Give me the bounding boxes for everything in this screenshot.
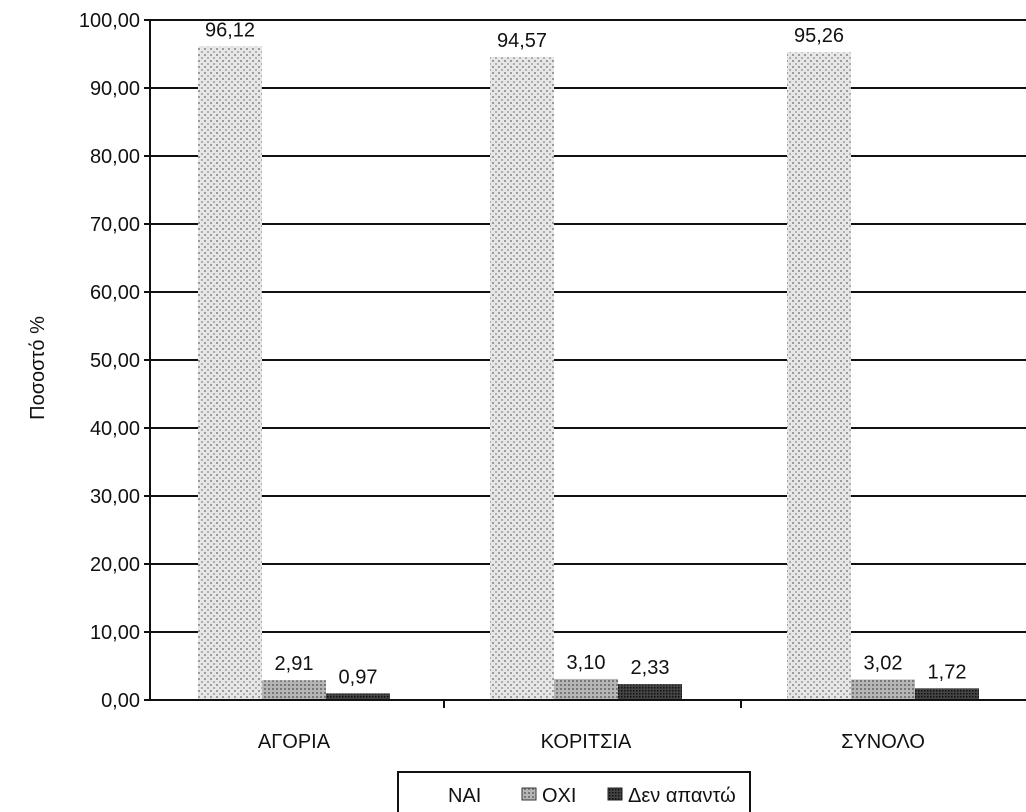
y-tick-label: 90,00 <box>90 78 140 100</box>
bar <box>326 693 390 700</box>
data-label: 0,97 <box>339 666 378 688</box>
legend-swatch-oxi <box>521 787 537 801</box>
legend-label-den: Δεν απαντώ <box>628 785 736 807</box>
y-tick-label: 70,00 <box>90 214 140 236</box>
gridlines <box>150 19 1026 633</box>
bar <box>554 678 618 700</box>
x-axis-ticks: ΑΓΟΡΙΑ ΚΟΡΙΤΣΙΑ ΣΥΝΟΛΟ <box>258 700 925 753</box>
x-tick-label: ΚΟΡΙΤΣΙΑ <box>541 731 632 753</box>
y-tick-label: 80,00 <box>90 146 140 168</box>
legend-box <box>397 771 751 812</box>
x-tick-label: ΣΥΝΟΛΟ <box>841 731 925 753</box>
data-label: 2,91 <box>275 653 314 675</box>
data-label: 2,33 <box>631 657 670 679</box>
bars <box>198 46 979 701</box>
y-tick-label: 100,00 <box>79 10 140 32</box>
data-labels: 96,12 2,91 0,97 94,57 3,10 2,33 95,26 3,02 1,72 <box>205 19 967 688</box>
legend-label-nai: ΝΑΙ <box>448 785 481 807</box>
bar <box>618 684 682 700</box>
y-tick-label: 50,00 <box>90 350 140 372</box>
data-label: 94,57 <box>497 30 547 52</box>
data-label: 95,26 <box>794 25 844 47</box>
data-label: 96,12 <box>205 19 255 41</box>
bar <box>198 46 262 701</box>
legend-swatch-den <box>607 787 623 801</box>
data-label: 3,02 <box>864 652 903 674</box>
data-label: 1,72 <box>928 661 967 683</box>
data-label: 3,10 <box>567 652 606 674</box>
y-tick-label: 20,00 <box>90 554 140 576</box>
legend: ΝΑΙ ΟΧΙ Δεν απαντώ <box>397 771 751 812</box>
bar <box>787 52 851 701</box>
legend-label-oxi: ΟΧΙ <box>542 785 576 807</box>
y-tick-label: 60,00 <box>90 282 140 304</box>
y-tick-label: 10,00 <box>90 622 140 644</box>
bar <box>851 679 915 700</box>
bar <box>915 688 979 700</box>
y-axis-label: Ποσοστό % <box>27 316 49 420</box>
bar <box>490 56 554 700</box>
y-tick-label: 0,00 <box>101 690 140 712</box>
bar <box>262 680 326 700</box>
y-tick-label: 40,00 <box>90 418 140 440</box>
y-tick-label: 30,00 <box>90 486 140 508</box>
y-axis-ticks: 0,00 10,00 20,00 30,00 40,00 50,00 60,00 70,00 8… <box>79 10 150 712</box>
x-tick-label: ΑΓΟΡΙΑ <box>258 731 331 753</box>
